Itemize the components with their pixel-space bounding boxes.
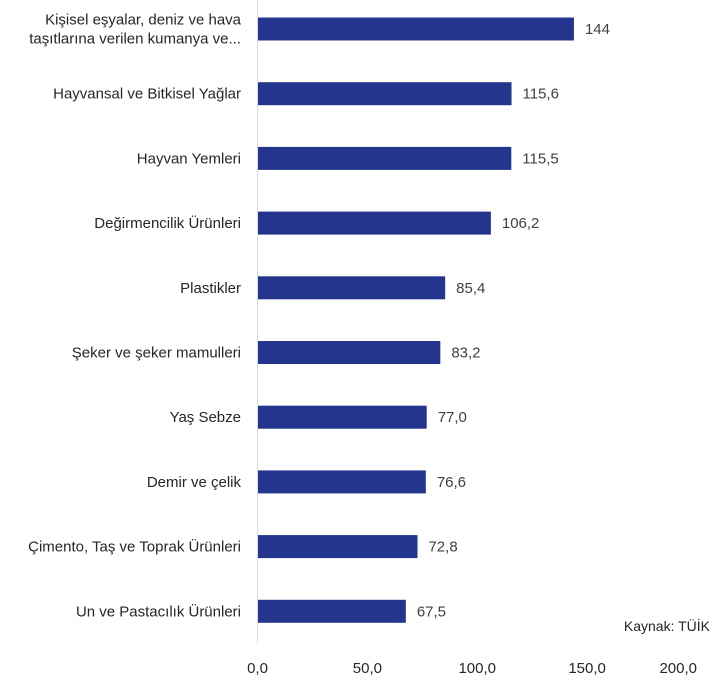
category-label: Hayvansal ve Bitkisel Yağlar bbox=[53, 86, 241, 103]
value-label: 76,6 bbox=[437, 474, 466, 491]
source-note: Kaynak: TÜİK bbox=[624, 617, 711, 634]
category-labels-group: Kişisel eşyalar, deniz ve hava taşıtların… bbox=[28, 12, 242, 621]
value-label: 83,2 bbox=[451, 345, 480, 362]
bar bbox=[258, 341, 441, 364]
category-label-line: Hayvan Yemleri bbox=[137, 150, 241, 167]
category-label: Demir ve çelik bbox=[147, 474, 242, 491]
bar bbox=[258, 599, 406, 623]
value-label: 115,5 bbox=[522, 150, 558, 167]
value-labels-group: 144 115,6 115,5 106,2 85,4 83,2 77,0 76,6 72,8 67… bbox=[417, 21, 610, 620]
category-label-line: Kişisel eşyalar, deniz ve hava bbox=[45, 12, 242, 29]
category-label: Plastikler bbox=[180, 280, 241, 297]
bar bbox=[258, 535, 418, 559]
x-tick-label: 0,0 bbox=[247, 660, 268, 677]
value-label: 72,8 bbox=[428, 539, 457, 556]
value-label: 85,4 bbox=[456, 280, 485, 297]
value-label: 106,2 bbox=[502, 215, 540, 232]
x-axis-ticks-group: 0,0 50,0 100,0 150,0 200,0 bbox=[247, 660, 697, 677]
bars-group bbox=[258, 17, 574, 623]
bar bbox=[258, 82, 512, 106]
category-label-line: Plastikler bbox=[180, 280, 241, 297]
category-label-line: Şeker ve şeker mamulleri bbox=[72, 345, 241, 362]
category-label-line: taşıtlarına verilen kumanya ve... bbox=[29, 31, 241, 48]
category-label-line: Yaş Sebze bbox=[170, 409, 241, 426]
x-tick-label: 100,0 bbox=[458, 660, 496, 677]
bar bbox=[258, 146, 512, 170]
value-label: 77,0 bbox=[438, 409, 467, 426]
category-label: Kişisel eşyalar, deniz ve hava taşıtların… bbox=[29, 12, 241, 48]
bar bbox=[258, 470, 426, 494]
category-label-line: Değirmencilik Ürünleri bbox=[94, 214, 241, 232]
category-label: Şeker ve şeker mamulleri bbox=[72, 345, 241, 362]
category-label: Değirmencilik Ürünleri bbox=[94, 214, 241, 232]
category-label-line: Demir ve çelik bbox=[147, 474, 242, 491]
category-label-line: Çimento, Taş ve Toprak Ürünleri bbox=[28, 538, 241, 556]
category-label: Yaş Sebze bbox=[170, 409, 241, 426]
value-label: 67,5 bbox=[417, 603, 446, 620]
category-label-line: Hayvansal ve Bitkisel Yağlar bbox=[53, 86, 241, 103]
value-label: 115,6 bbox=[523, 86, 559, 103]
bar bbox=[258, 276, 446, 300]
category-label: Hayvan Yemleri bbox=[137, 150, 241, 167]
bar bbox=[258, 17, 574, 41]
category-label: Çimento, Taş ve Toprak Ürünleri bbox=[28, 538, 241, 556]
category-label-line: Un ve Pastacılık Ürünleri bbox=[76, 602, 241, 620]
x-tick-label: 50,0 bbox=[353, 660, 382, 677]
x-tick-label: 150,0 bbox=[568, 660, 606, 677]
category-label: Un ve Pastacılık Ürünleri bbox=[76, 602, 241, 620]
bar bbox=[258, 211, 491, 235]
x-tick-label: 200,0 bbox=[659, 660, 697, 677]
bar bbox=[258, 405, 427, 429]
value-label: 144 bbox=[585, 21, 610, 38]
